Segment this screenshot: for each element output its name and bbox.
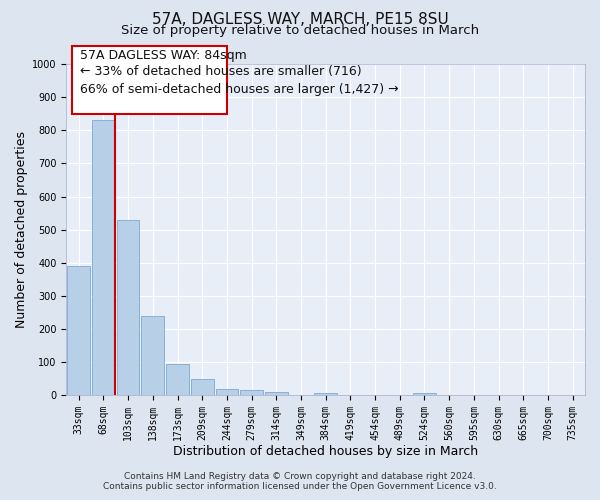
Bar: [240, 390, 263, 396]
X-axis label: Distribution of detached houses by size in March: Distribution of detached houses by size …: [173, 444, 478, 458]
Bar: [92, 120, 115, 396]
Bar: [191, 379, 214, 396]
Bar: [265, 392, 287, 396]
Bar: [117, 220, 139, 396]
Bar: [215, 388, 238, 396]
Bar: [142, 316, 164, 396]
Text: Size of property relative to detached houses in March: Size of property relative to detached ho…: [121, 24, 479, 37]
Text: 57A, DAGLESS WAY, MARCH, PE15 8SU: 57A, DAGLESS WAY, MARCH, PE15 8SU: [152, 12, 448, 28]
Bar: [67, 266, 90, 396]
Text: Contains HM Land Registry data © Crown copyright and database right 2024.: Contains HM Land Registry data © Crown c…: [124, 472, 476, 481]
Text: 57A DAGLESS WAY: 84sqm
← 33% of detached houses are smaller (716)
66% of semi-de: 57A DAGLESS WAY: 84sqm ← 33% of detached…: [80, 48, 398, 96]
Bar: [413, 392, 436, 396]
Text: Contains public sector information licensed under the Open Government Licence v3: Contains public sector information licen…: [103, 482, 497, 491]
Bar: [166, 364, 189, 396]
Bar: [314, 392, 337, 396]
Y-axis label: Number of detached properties: Number of detached properties: [15, 131, 28, 328]
